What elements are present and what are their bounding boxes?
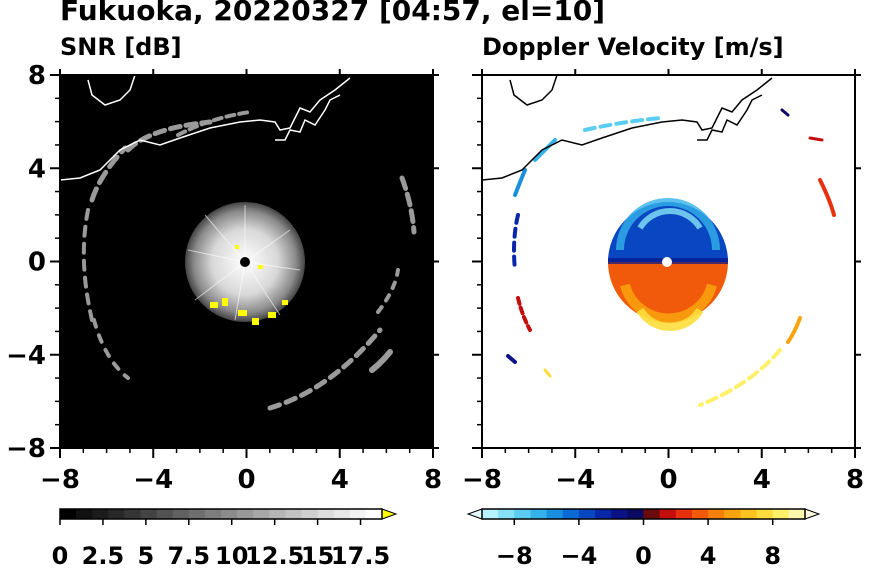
colorbar-swatch bbox=[124, 509, 141, 519]
colorbar-extend-min bbox=[466, 508, 483, 520]
colorbar-tick-label: −4 bbox=[560, 542, 597, 570]
colorbar-swatch bbox=[482, 509, 499, 519]
colorbar-swatch bbox=[76, 509, 93, 519]
colorbar-swatch bbox=[611, 509, 628, 519]
velocity-clutter-ring bbox=[506, 108, 836, 407]
colorbar-tick-label: 0 bbox=[52, 542, 69, 570]
colorbar-swatch bbox=[498, 509, 515, 519]
colorbar-extend-max bbox=[804, 508, 821, 520]
colorbar-swatch bbox=[724, 509, 741, 519]
colorbar-tick-label: 15 bbox=[301, 542, 334, 570]
colorbar-swatch bbox=[285, 509, 302, 519]
colorbar-swatch bbox=[204, 509, 222, 519]
colorbar-tick-label: 8 bbox=[764, 542, 781, 570]
colorbar-swatch bbox=[756, 509, 774, 519]
colorbar-swatch bbox=[514, 509, 531, 519]
x-tick-label: 0 bbox=[659, 465, 677, 495]
y-tick-label: 8 bbox=[28, 61, 46, 91]
snr-radar-site-marker bbox=[240, 257, 250, 267]
colorbar-tick-label: 5 bbox=[138, 542, 155, 570]
colorbar-swatch bbox=[221, 509, 238, 519]
colorbar-tick-label: 17.5 bbox=[331, 542, 390, 570]
colorbar-swatch bbox=[269, 509, 286, 519]
colorbar-tick-label: 7.5 bbox=[168, 542, 211, 570]
colorbar-tick-label: 10 bbox=[215, 542, 248, 570]
x-tick-label: −8 bbox=[462, 465, 502, 495]
velocity-panel-title: Doppler Velocity [m/s] bbox=[482, 33, 784, 61]
colorbar-swatch bbox=[60, 509, 77, 519]
colorbar-swatch bbox=[333, 509, 351, 519]
x-tick-label: −8 bbox=[40, 465, 80, 495]
y-tick-label: 0 bbox=[28, 248, 46, 278]
colorbar-tick-label: 2.5 bbox=[82, 542, 125, 570]
colorbar-swatch bbox=[595, 509, 612, 519]
velocity-echo-field bbox=[506, 108, 836, 407]
colorbar-swatch bbox=[643, 509, 661, 519]
x-tick-label: 4 bbox=[753, 465, 771, 495]
x-tick-label: −4 bbox=[133, 465, 173, 495]
colorbar-swatch bbox=[691, 509, 709, 519]
colorbar-swatch bbox=[365, 509, 383, 519]
colorbar-swatch bbox=[659, 509, 677, 519]
colorbar-swatch bbox=[740, 509, 758, 519]
snr-plot bbox=[59, 74, 434, 449]
colorbar-swatch bbox=[530, 509, 548, 519]
colorbar-tick-label: 4 bbox=[700, 542, 717, 570]
colorbar-swatch bbox=[546, 509, 564, 519]
colorbar-swatch bbox=[237, 509, 254, 519]
colorbar-swatch bbox=[253, 509, 270, 519]
snr-panel-title: SNR [dB] bbox=[60, 33, 182, 61]
colorbar-swatch bbox=[108, 509, 125, 519]
colorbar-tick-label: 12.5 bbox=[245, 542, 304, 570]
colorbar-extend-max bbox=[381, 508, 398, 520]
colorbar-swatch bbox=[578, 509, 596, 519]
x-tick-label: 8 bbox=[424, 465, 442, 495]
colorbar-swatch bbox=[301, 509, 319, 519]
velocity-radar-site-marker bbox=[662, 257, 672, 267]
colorbar-swatch bbox=[562, 509, 580, 519]
velocity-plot bbox=[481, 74, 856, 449]
y-tick-label: 4 bbox=[28, 154, 46, 184]
colorbar-swatch bbox=[156, 509, 174, 519]
x-tick-label: 0 bbox=[237, 465, 255, 495]
colorbar-swatch bbox=[675, 509, 693, 519]
snr-high-values bbox=[210, 245, 288, 325]
colorbar-swatch bbox=[627, 509, 644, 519]
x-tick-label: 8 bbox=[846, 465, 864, 495]
colorbar-frame bbox=[59, 508, 383, 520]
colorbar-swatch bbox=[349, 509, 367, 519]
y-tick-label: −8 bbox=[6, 434, 46, 464]
colorbar-tick-label: 0 bbox=[635, 542, 652, 570]
colorbar-swatch bbox=[172, 509, 190, 519]
snr-radial-streaks bbox=[187, 205, 301, 321]
y-tick-label: −4 bbox=[6, 341, 46, 371]
x-tick-label: 4 bbox=[331, 465, 349, 495]
snr-coastline bbox=[60, 75, 351, 181]
velocity-coastline bbox=[482, 75, 773, 181]
colorbar-tick-label: −8 bbox=[496, 542, 533, 570]
x-tick-label: −4 bbox=[555, 465, 595, 495]
colorbar-swatch bbox=[788, 509, 806, 519]
chart-title: Fukuoka, 20220327 [04:57, el=10] bbox=[60, 0, 606, 27]
colorbar-swatch bbox=[317, 509, 335, 519]
snr-clutter-ring bbox=[81, 110, 417, 411]
colorbar-swatch bbox=[708, 509, 725, 519]
colorbar-swatch bbox=[188, 509, 206, 519]
colorbar-swatch bbox=[772, 509, 790, 519]
colorbar-swatch bbox=[92, 509, 109, 519]
colorbar-swatch bbox=[140, 509, 158, 519]
